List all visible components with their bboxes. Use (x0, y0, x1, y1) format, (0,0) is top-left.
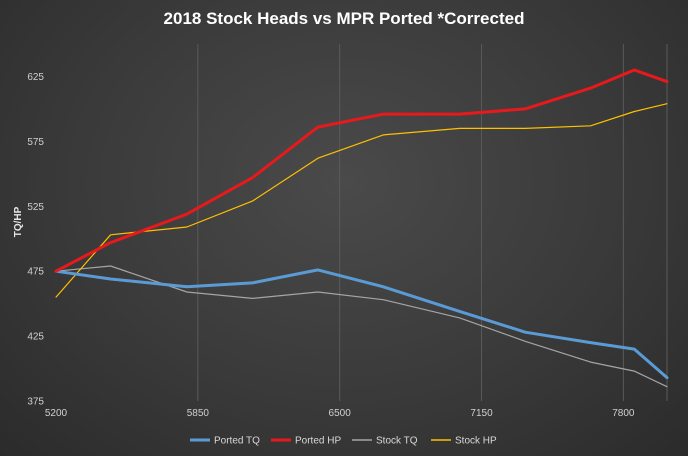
x-tick-label: 7150 (470, 408, 493, 419)
y-axis-label: TQ/HP (13, 206, 24, 237)
chart-title: 2018 Stock Heads vs MPR Ported *Correcte… (164, 9, 525, 28)
y-tick-label: 625 (27, 72, 44, 83)
y-tick-label: 575 (27, 137, 44, 148)
y-tick-label: 425 (27, 332, 44, 343)
x-tick-label: 5850 (187, 408, 210, 419)
y-tick-label: 525 (27, 202, 44, 213)
series-line-ported-tq (54, 268, 669, 380)
legend: Ported TQ Ported HP Stock TQ Stock HP (190, 436, 497, 447)
x-tick-label: 5200 (45, 408, 68, 419)
grid (197, 44, 668, 401)
x-tick-label: 6500 (329, 408, 352, 419)
x-tick-label: 7800 (612, 408, 635, 419)
y-tick-label: 375 (27, 397, 44, 408)
legend-label: Stock TQ (376, 436, 418, 447)
series-line-stock-hp (55, 103, 668, 298)
legend-label: Ported HP (295, 436, 341, 447)
series-lines (54, 68, 669, 388)
tick-labels: 5200 5850 6500 7150 7800 375 425 475 525 575 625 (27, 72, 635, 419)
legend-label: Stock HP (455, 436, 497, 447)
y-tick-label: 475 (27, 267, 44, 278)
legend-label: Ported TQ (214, 436, 260, 447)
series-line-ported-hp (54, 68, 669, 273)
